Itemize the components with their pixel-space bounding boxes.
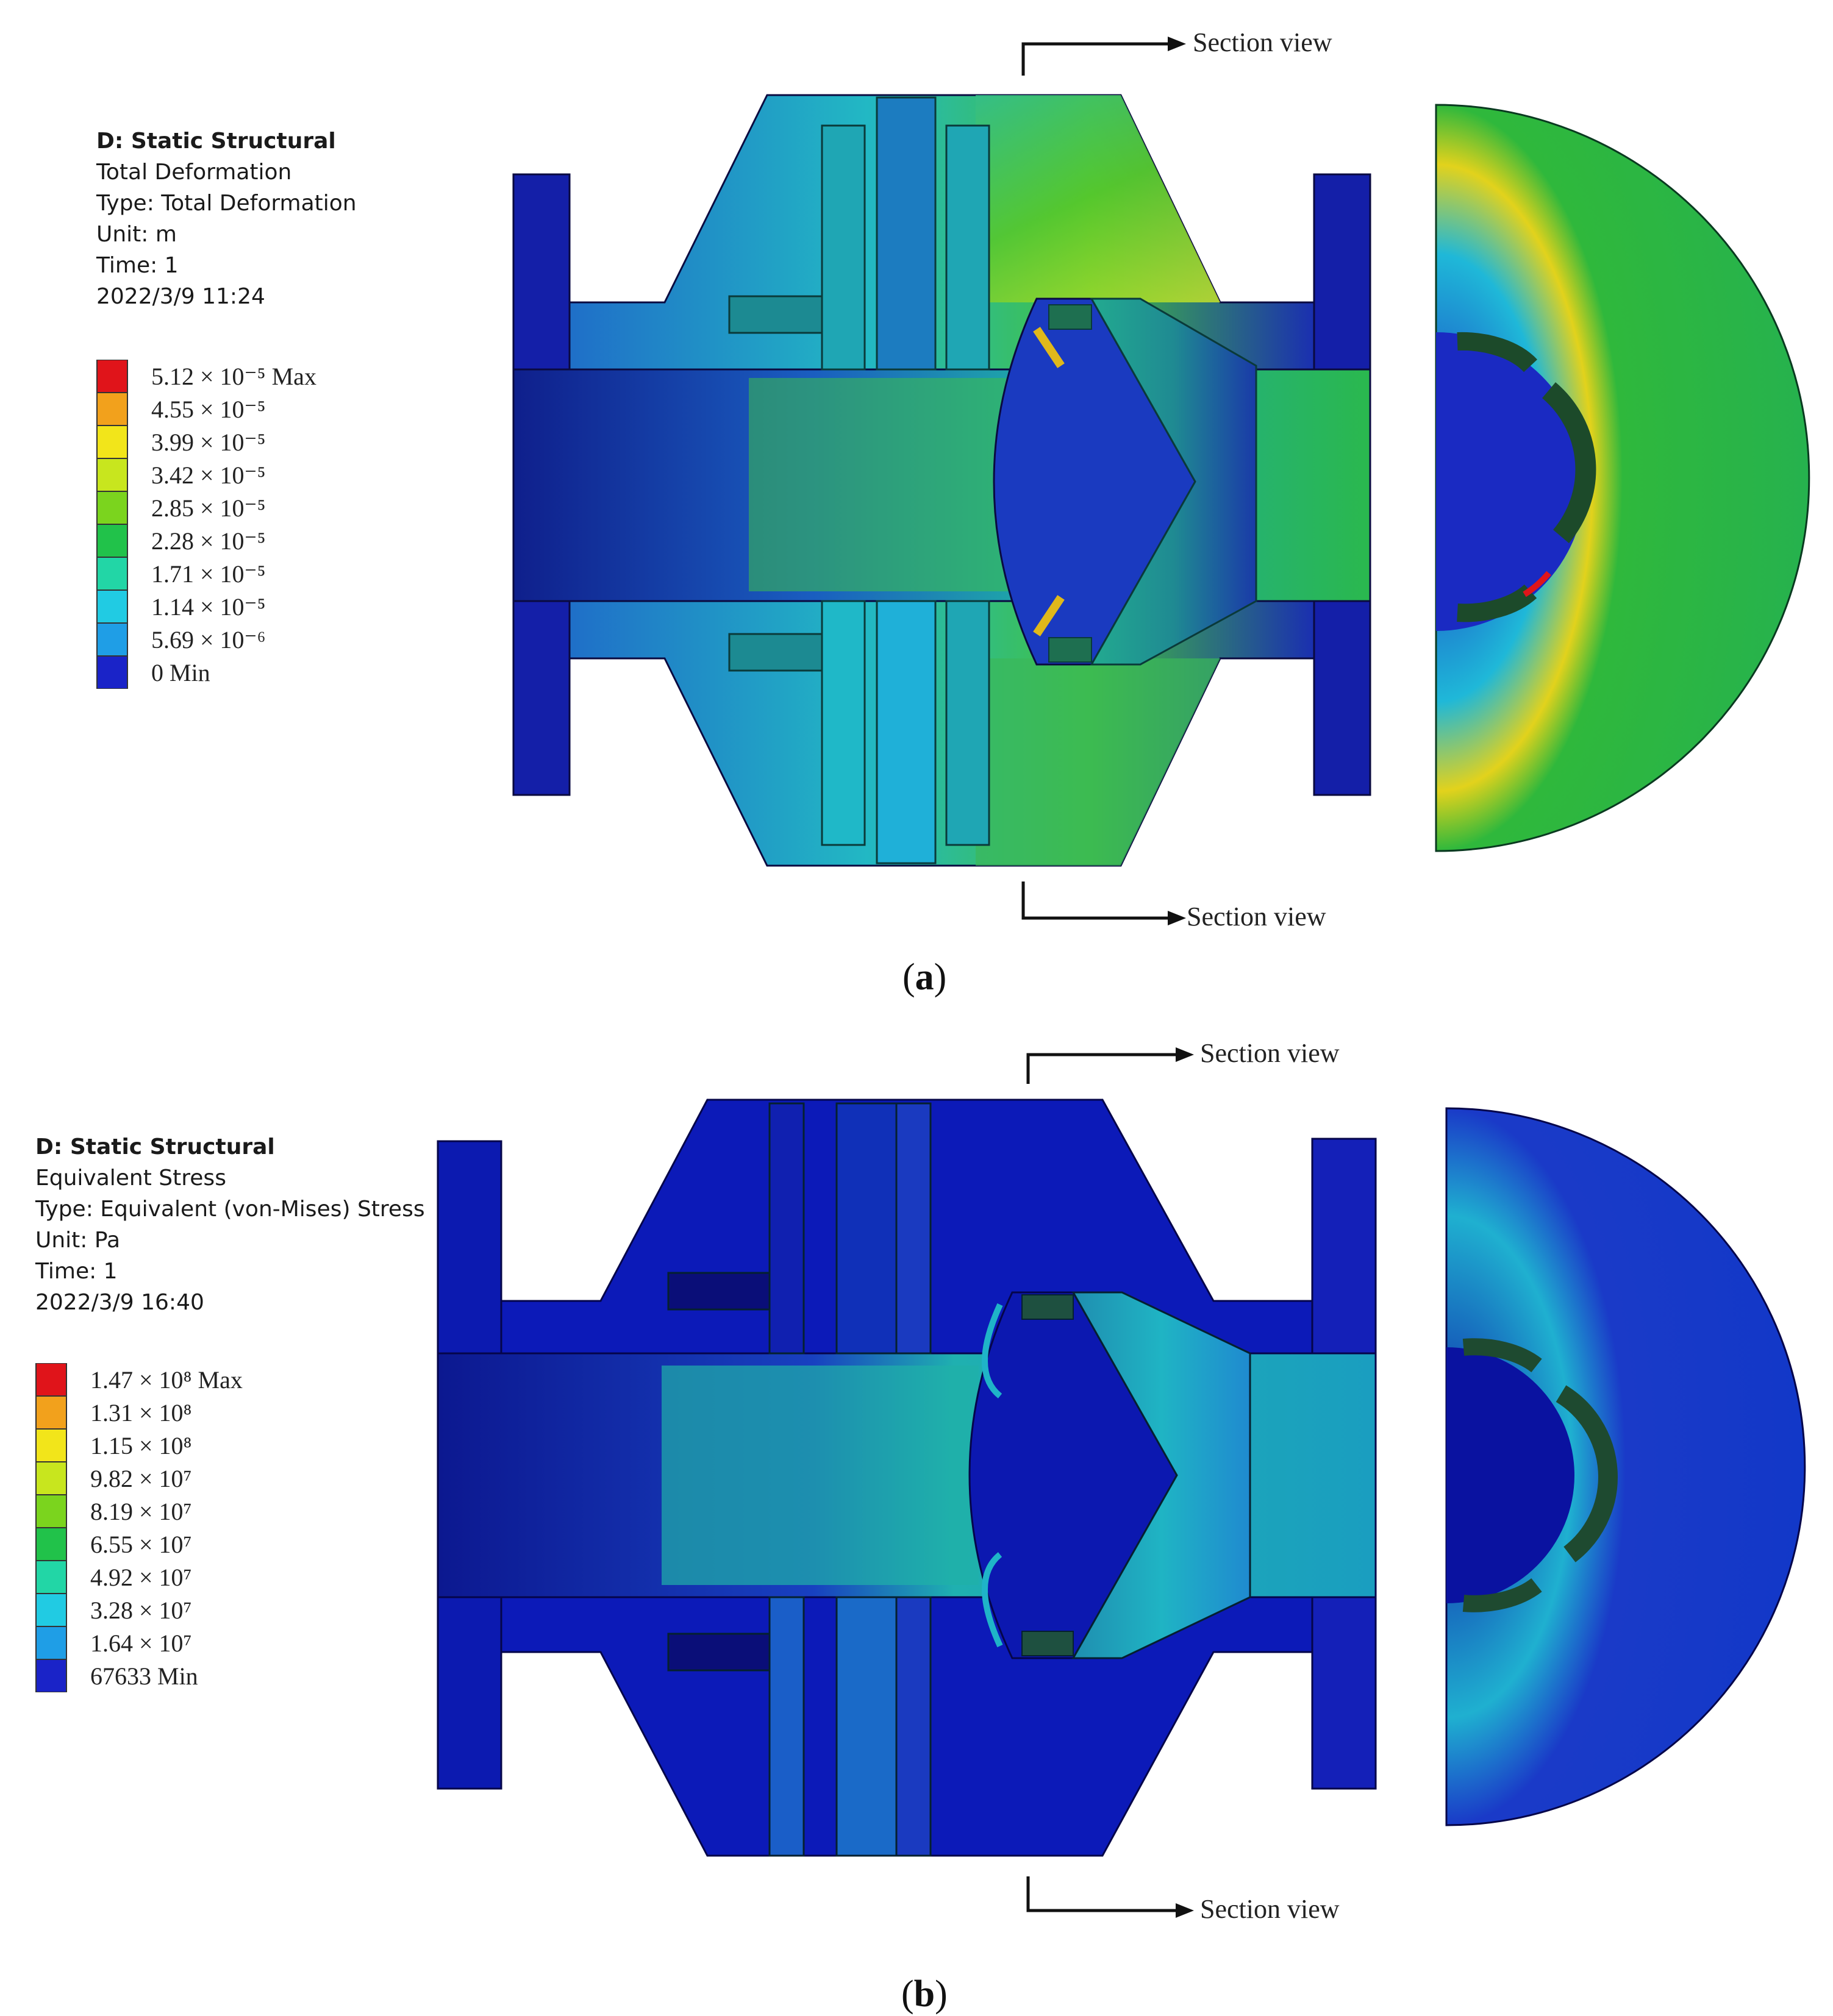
legend-label: 1.71 × 10⁻⁵ [151,560,266,588]
section-view-label-top: Section view [1193,27,1332,57]
legend-swatch [96,590,128,623]
legend-label: 0 Min [151,659,210,686]
result-name: Equivalent Stress [35,1166,226,1191]
result-info-block: D: Static Structural Total Deformation T… [96,126,357,312]
legend-swatch [96,656,128,689]
legend-swatch [96,491,128,524]
legend-swatch [96,524,128,557]
legend-swatch [96,458,128,491]
legend-label: 4.92 × 10⁷ [90,1564,192,1591]
section-view-label-bottom: Section view [1200,1894,1340,1924]
result-info-block: D: Static Structural Equivalent Stress T… [35,1131,425,1318]
legend-swatch [35,1495,67,1528]
legend-label: 67633 Min [90,1662,198,1690]
legend-label: 4.55 × 10⁻⁵ [151,396,266,423]
legend-swatch [35,1659,67,1692]
legend-label: 6.55 × 10⁷ [90,1531,192,1558]
legend-label: 2.85 × 10⁻⁵ [151,494,266,522]
legend-label: 2.28 × 10⁻⁵ [151,527,266,555]
result-type: Type: Total Deformation [96,191,357,216]
result-type: Type: Equivalent (von-Mises) Stress [35,1197,425,1222]
legend-swatch [96,393,128,426]
legend-swatch [35,1396,67,1429]
deformation-contour-plot [512,37,1810,925]
legend-swatch [96,557,128,590]
legend-label: 3.99 × 10⁻⁵ [151,429,266,456]
panel-a-total-deformation: D: Static Structural Total Deformation T… [0,0,1833,1006]
legend-label: 8.19 × 10⁷ [90,1498,192,1525]
stress-contour-plot [437,1047,1806,1918]
panel-caption: (b) [901,1973,948,2015]
panel-b-equivalent-stress: D: Static Structural Equivalent Stress T… [0,1006,1833,2015]
legend-swatch [35,1561,67,1594]
legend-label: 5.12 × 10⁻⁵ Max [151,363,316,390]
legend-label: 9.82 × 10⁷ [90,1465,192,1492]
result-time: Time: 1 [35,1259,118,1284]
result-name: Total Deformation [96,160,292,185]
legend-swatch [35,1462,67,1495]
legend-label: 1.64 × 10⁷ [90,1630,192,1657]
section-view-label-top: Section view [1200,1038,1340,1068]
section-view-label-bottom: Section view [1187,902,1326,931]
result-timestamp: 2022/3/9 11:24 [96,284,265,309]
legend-swatch [35,1363,67,1396]
legend-label: 3.42 × 10⁻⁵ [151,461,266,489]
result-time: Time: 1 [96,253,179,278]
legend-swatch [96,623,128,656]
legend-label: 5.69 × 10⁻⁶ [151,626,266,654]
analysis-title: D: Static Structural [96,129,336,154]
analysis-title: D: Static Structural [35,1134,275,1159]
result-timestamp: 2022/3/9 16:40 [35,1290,204,1315]
legend-label: 3.28 × 10⁷ [90,1597,192,1624]
legend-swatch [35,1626,67,1659]
result-unit: Unit: Pa [35,1228,121,1253]
legend-swatch [35,1528,67,1561]
legend-label: 1.14 × 10⁻⁵ [151,593,266,621]
legend-label: 1.15 × 10⁸ [90,1432,192,1459]
legend-swatch [35,1594,67,1626]
legend-swatch [96,426,128,458]
result-unit: Unit: m [96,222,177,247]
legend-label: 1.31 × 10⁸ [90,1399,192,1427]
panel-caption: (a) [902,956,947,998]
legend-label: 1.47 × 10⁸ Max [90,1366,243,1394]
legend-swatch [35,1429,67,1462]
legend-swatch [96,360,128,393]
